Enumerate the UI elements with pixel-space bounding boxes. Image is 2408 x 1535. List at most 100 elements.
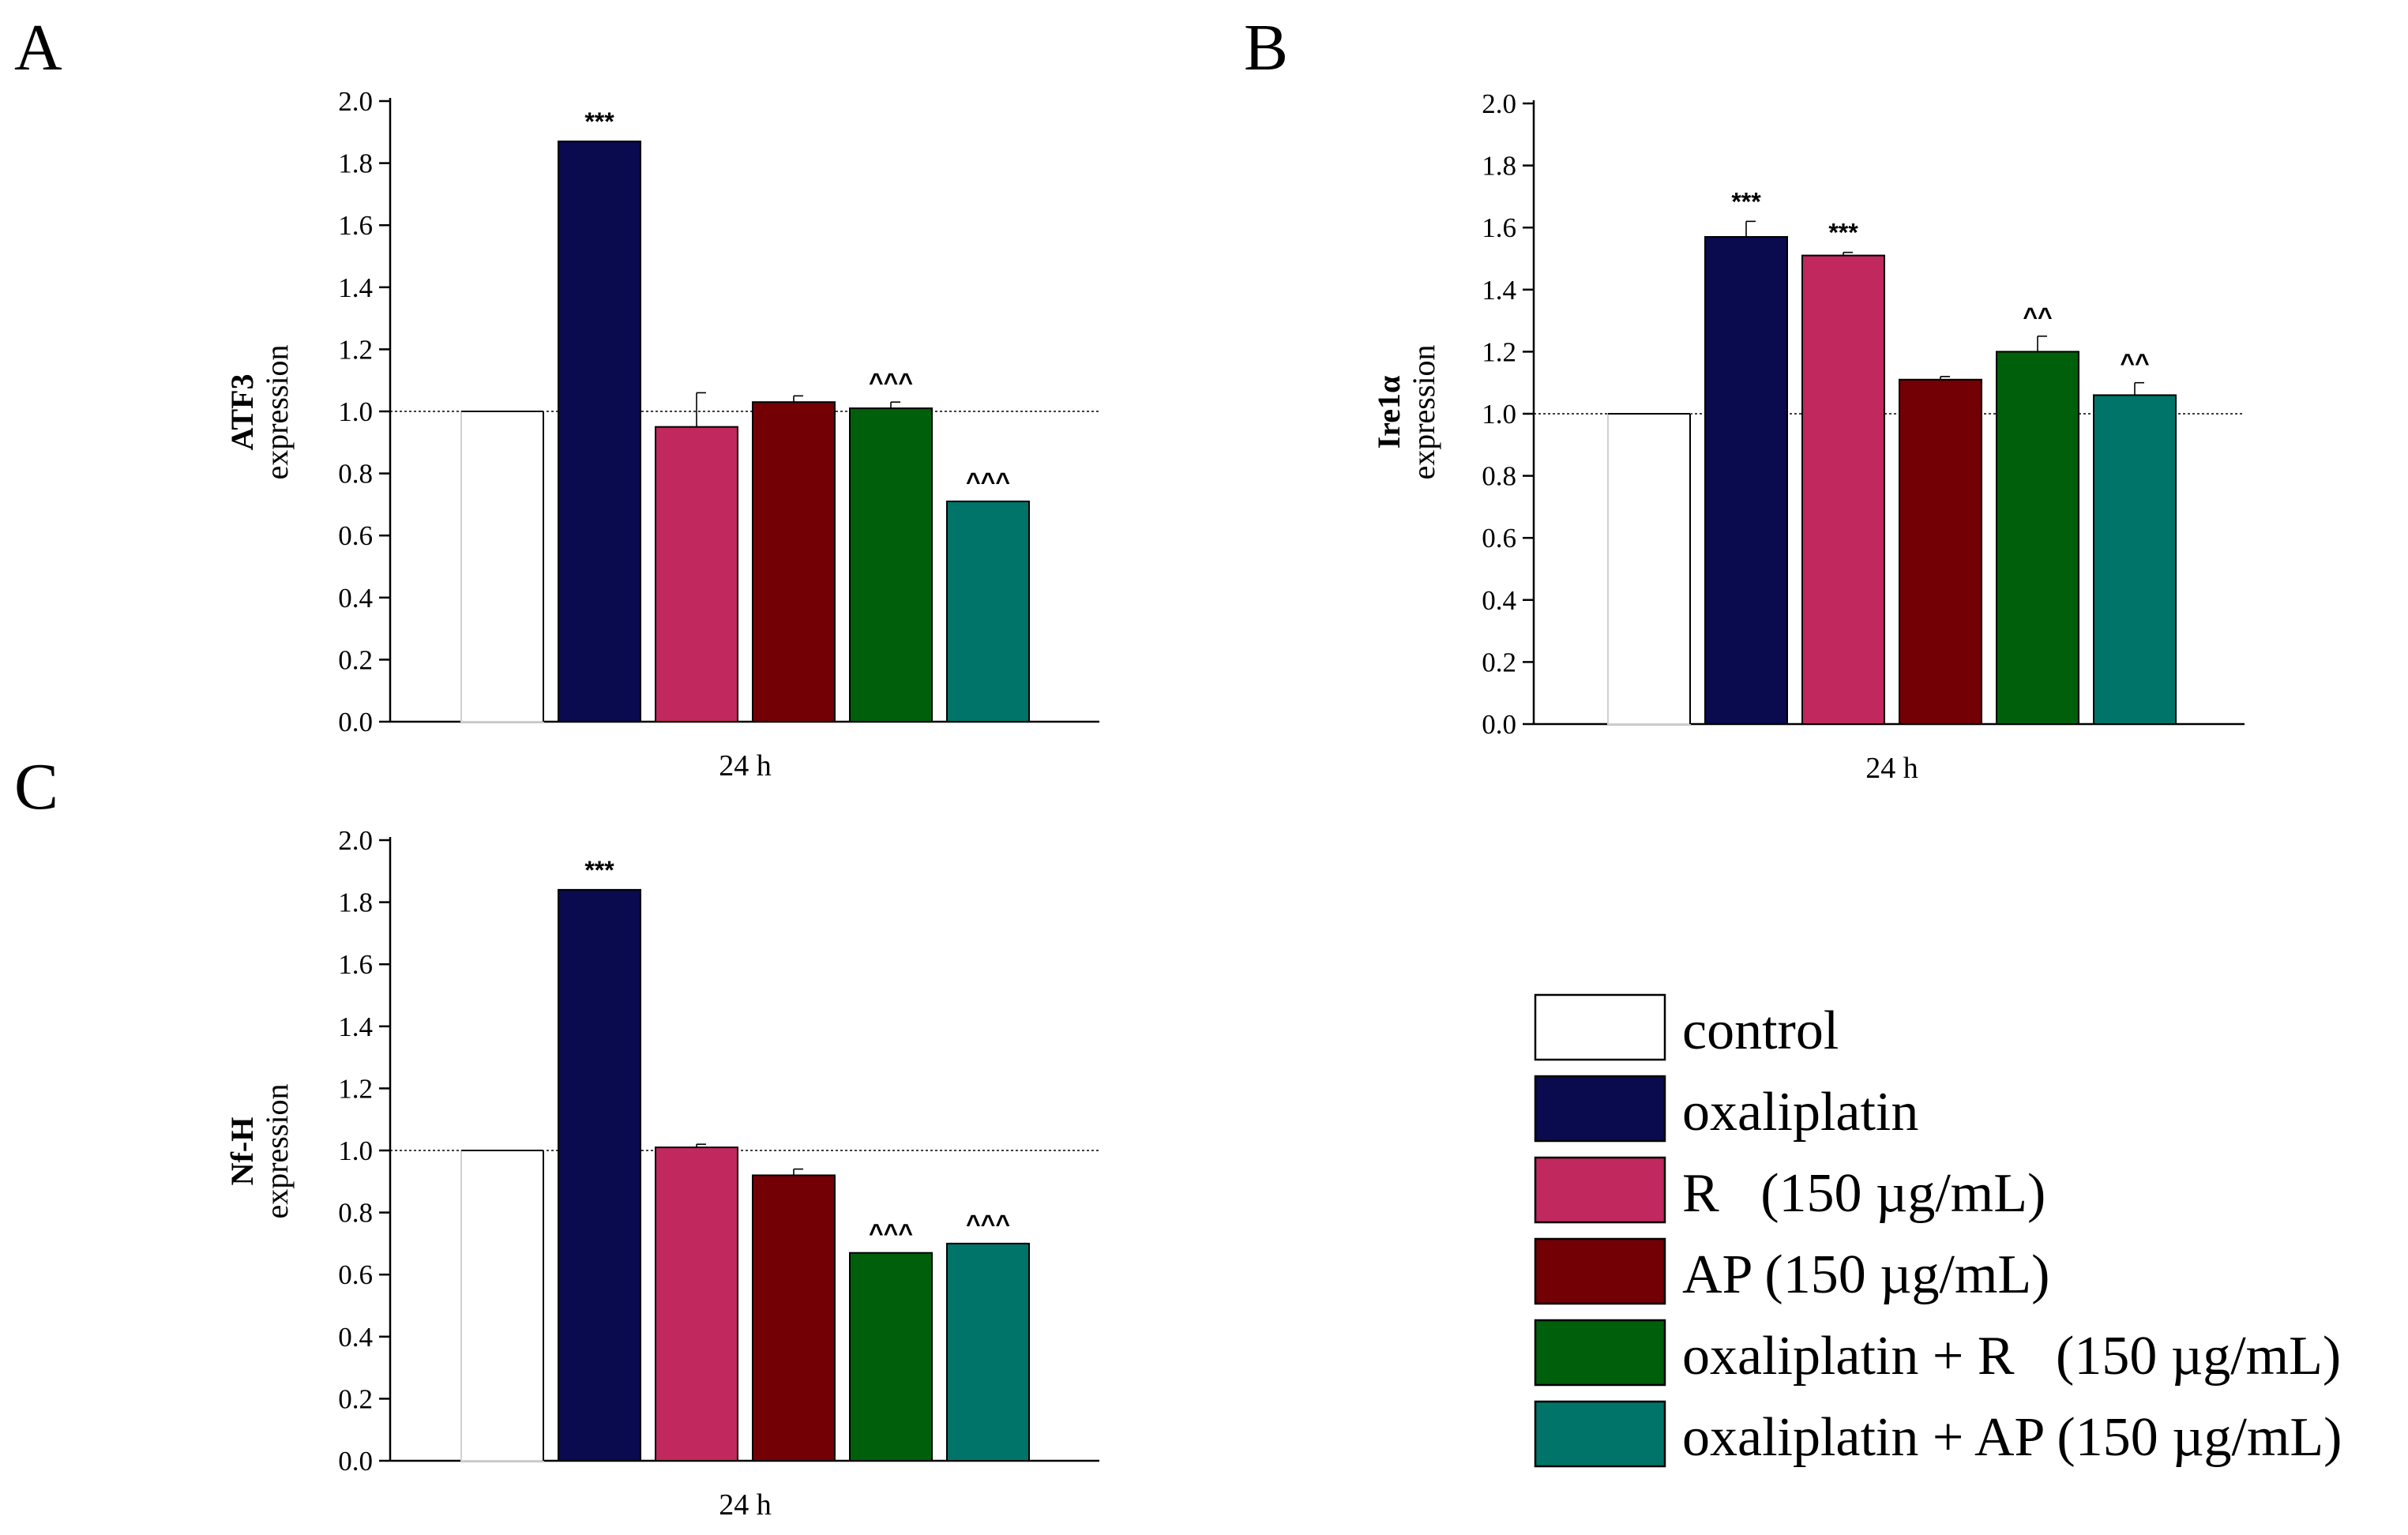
panel-letter: A (14, 11, 62, 84)
legend-label: R (150 µg/mL) (1682, 1163, 2045, 1224)
legend-swatch (1534, 1075, 1666, 1143)
panel-letter: B (1244, 11, 1288, 84)
y-tick-label: 0.2 (338, 1383, 373, 1414)
legend-item: oxaliplatin (1534, 1075, 1918, 1143)
y-tick-label: 2.0 (338, 86, 373, 117)
legend-item: R (150 µg/mL) (1534, 1156, 2045, 1224)
legend: control oxaliplatin R (150 µg/mL) AP (150 µ… (1534, 993, 2342, 1468)
y-tick-label: 1.0 (338, 1135, 373, 1166)
y-tick-label: 1.4 (1482, 275, 1516, 306)
y-tick-label: 1.2 (338, 334, 373, 365)
y-tick-label: 0.0 (338, 707, 373, 737)
y-tick-label: 0.0 (338, 1446, 373, 1477)
y-tick-label: 0.4 (1482, 585, 1516, 616)
bar-6 (946, 500, 1030, 722)
bar-4 (752, 401, 836, 722)
panel-b: B 0.0 0.2 0.4 0.6 0.8 1.0 1.2 1.4 1.6 1.8 2.0 Ire1αe… (1244, 11, 2245, 785)
significance-label: *** (584, 107, 614, 136)
legend-label: oxaliplatin (1682, 1082, 1918, 1143)
legend-swatch (1534, 1319, 1666, 1387)
y-axis-label-gene: Ire1α (1371, 376, 1407, 449)
y-axis-label-unit: expression (1406, 344, 1441, 479)
y-axis-label-unit: expression (259, 1083, 295, 1218)
y-axis-label: Nf-Hexpression (224, 1083, 295, 1218)
y-tick-label: 0.2 (1482, 647, 1516, 677)
bar-1 (460, 1150, 544, 1462)
y-tick-label: 1.8 (338, 148, 373, 179)
bar-6 (946, 1242, 1030, 1462)
legend-swatch (1534, 993, 1666, 1061)
legend-item: oxaliplatin + R (150 µg/mL) (1534, 1319, 2341, 1387)
chart-panels: A0.00.20.40.60.81.01.21.41.61.82.0ATF3ex… (14, 11, 2245, 1522)
y-tick-label: 1.0 (1482, 399, 1516, 430)
y-tick-label: 0.8 (1482, 461, 1516, 492)
y-tick-label: 1.8 (1482, 151, 1516, 182)
x-category-label: 24 h (719, 749, 772, 783)
legend-item: oxaliplatin + AP (150 µg/mL) (1534, 1400, 2342, 1468)
legend-label: oxaliplatin + AP (150 µg/mL) (1682, 1407, 2342, 1468)
significance-label: *** (584, 856, 614, 884)
y-tick-label: 2.0 (338, 825, 373, 856)
panel-c: C 0.0 0.2 0.4 0.6 0.8 1.0 1.2 1.4 1.6 1.8 2.0 Nf-Hex… (14, 750, 1099, 1522)
y-tick-label: 1.2 (338, 1073, 373, 1104)
y-tick-label: 0.4 (338, 1322, 373, 1353)
bar-5 (849, 1252, 933, 1462)
bar-2 (558, 888, 641, 1462)
y-tick-label: 1.6 (338, 949, 373, 980)
bar-4 (752, 1174, 836, 1462)
y-tick-label: 1.2 (1482, 336, 1516, 367)
legend-label: AP (150 µg/mL) (1682, 1244, 2050, 1305)
y-tick-label: 0.6 (1482, 523, 1516, 554)
significance-label: ^^^ (869, 368, 913, 396)
significance-label: ^^^ (966, 467, 1010, 496)
y-tick-label: 1.0 (338, 396, 373, 427)
legend-swatch (1534, 1237, 1666, 1305)
y-axis-label-gene: Nf-H (224, 1117, 260, 1186)
y-tick-label: 1.4 (338, 1011, 373, 1042)
bar-5 (849, 407, 933, 722)
bar-1 (1607, 413, 1691, 725)
significance-label: *** (1828, 219, 1858, 247)
y-tick-label: 1.4 (338, 272, 373, 303)
y-tick-label: 0.6 (338, 1259, 373, 1290)
legend-label: control (1682, 1000, 1839, 1061)
legend-swatch (1534, 1400, 1666, 1468)
y-tick-label: 0.4 (338, 583, 373, 614)
y-tick-label: 1.6 (338, 210, 373, 241)
legend-swatch (1534, 1156, 1666, 1224)
y-tick-label: 0.8 (338, 459, 373, 490)
bar-3 (655, 426, 738, 723)
y-axis-label-unit: expression (259, 344, 295, 479)
legend-label: oxaliplatin + R (150 µg/mL) (1682, 1326, 2341, 1387)
y-axis-label-gene: ATF3 (224, 373, 260, 450)
y-tick-label: 2.0 (1482, 88, 1516, 119)
y-tick-label: 0.6 (338, 520, 373, 551)
y-tick-label: 0.0 (1482, 709, 1516, 740)
y-tick-label: 0.2 (338, 644, 373, 675)
bar-4 (1899, 378, 1982, 725)
y-tick-label: 1.8 (338, 888, 373, 918)
y-axis-label: ATF3expression (224, 344, 295, 479)
panel-a: A 0.0 0.2 0.4 0.6 0.8 1.0 1.2 1.4 1.6 1.8 2.0 ATF3ex… (14, 11, 1099, 783)
x-category-label: 24 h (719, 1488, 772, 1522)
significance-label: ^^^ (869, 1219, 913, 1248)
significance-label: ^^ (2120, 349, 2149, 377)
bar-2 (558, 141, 641, 722)
bar-3 (655, 1147, 738, 1462)
panel-letter: C (14, 750, 58, 824)
bar-1 (460, 411, 544, 722)
significance-label: ^^^ (966, 1210, 1010, 1238)
bar-2 (1704, 235, 1788, 725)
bar-5 (1996, 351, 2079, 725)
x-category-label: 24 h (1865, 752, 1918, 785)
significance-label: *** (1731, 187, 1761, 216)
legend-item: control (1534, 993, 1839, 1061)
y-axis-label: Ire1αexpression (1371, 344, 1441, 479)
significance-label: ^^ (2023, 302, 2052, 331)
bar-6 (2093, 394, 2177, 725)
y-tick-label: 0.8 (338, 1198, 373, 1229)
legend-item: AP (150 µg/mL) (1534, 1237, 2050, 1305)
bar-3 (1801, 254, 1885, 725)
y-tick-label: 1.6 (1482, 212, 1516, 243)
